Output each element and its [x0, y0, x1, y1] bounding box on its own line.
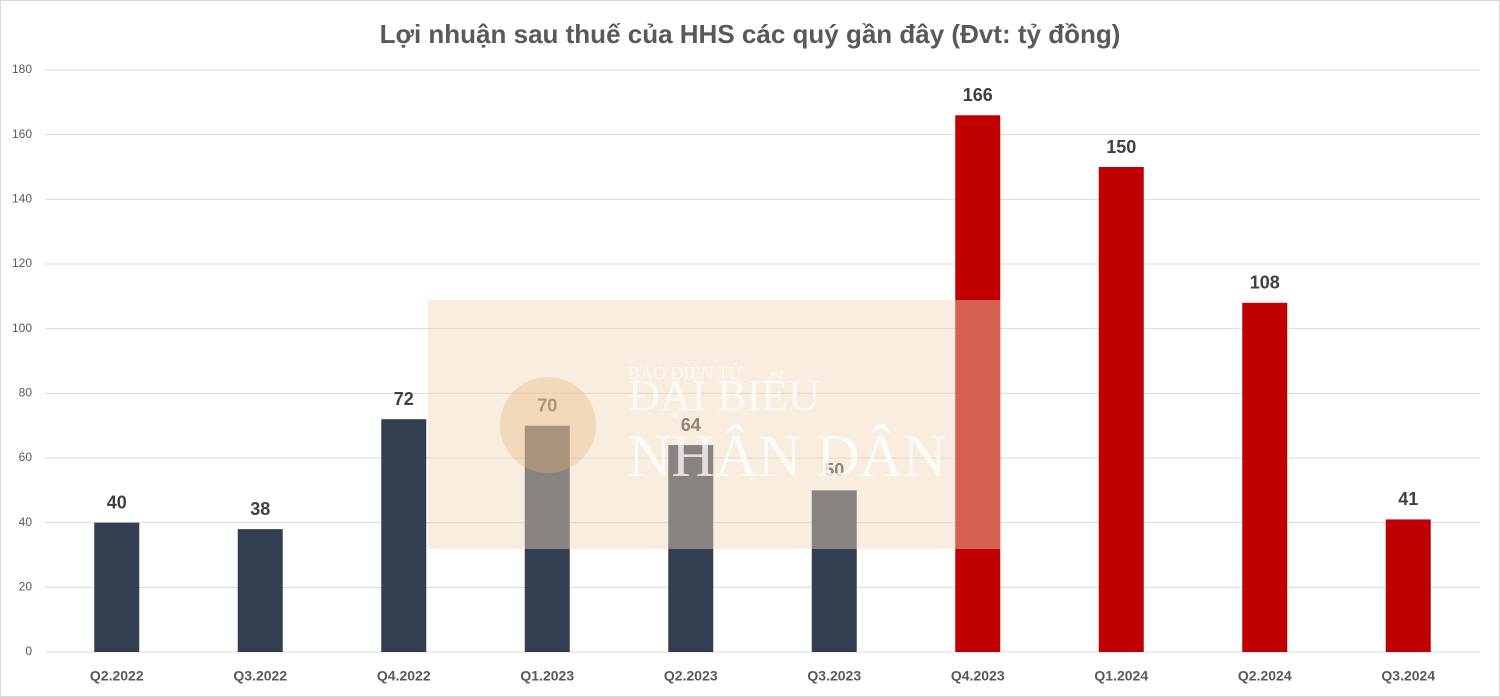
value-label: 166 [963, 85, 993, 105]
bar [1242, 302, 1288, 652]
x-tick-label: Q3.2024 [1381, 668, 1435, 684]
y-tick-label: 0 [25, 644, 32, 658]
value-label: 50 [824, 460, 844, 480]
bar [94, 522, 140, 652]
y-tick-label: 120 [12, 256, 32, 270]
bar [381, 419, 427, 652]
value-label: 41 [1398, 489, 1418, 509]
value-label: 72 [394, 389, 414, 409]
watermark-text: ĐẠI BIỂU [628, 370, 820, 420]
y-tick-label: 80 [19, 386, 33, 400]
chart-title: Lợi nhuận sau thuế của HHS các quý gần đ… [380, 19, 1121, 49]
value-label: 64 [681, 415, 701, 435]
value-label: 70 [537, 395, 557, 415]
value-label: 38 [250, 499, 270, 519]
bar [1385, 519, 1431, 652]
y-tick-label: 100 [12, 321, 32, 335]
value-label: 150 [1106, 137, 1136, 157]
value-label: 40 [107, 492, 127, 512]
bar [668, 445, 714, 652]
x-tick-label: Q3.2023 [807, 668, 861, 684]
watermark-text: BÁO ĐIỆN TỬ [628, 362, 743, 383]
x-tick-label: Q2.2023 [664, 668, 718, 684]
bar [811, 490, 857, 652]
y-tick-label: 60 [19, 450, 33, 464]
watermark-text: NHÂN DÂN [628, 423, 946, 489]
x-tick-label: Q4.2022 [377, 668, 431, 684]
y-tick-label: 160 [12, 127, 32, 141]
watermark-box [428, 300, 1002, 549]
x-tick-label: Q2.2022 [90, 668, 144, 684]
x-tick-label: Q2.2024 [1238, 668, 1292, 684]
x-tick-label: Q4.2023 [951, 668, 1005, 684]
y-tick-label: 20 [19, 580, 33, 594]
y-tick-label: 180 [12, 62, 32, 76]
x-tick-label: Q1.2023 [520, 668, 574, 684]
bar [524, 425, 570, 652]
x-tick-label: Q3.2022 [233, 668, 287, 684]
bar [237, 529, 283, 652]
value-label: 108 [1250, 273, 1280, 293]
x-tick-label: Q1.2024 [1094, 668, 1148, 684]
watermark-emblem [500, 377, 596, 473]
y-tick-label: 140 [12, 192, 32, 206]
bar [955, 115, 1001, 653]
y-tick-label: 40 [19, 515, 33, 529]
bar [1098, 167, 1144, 652]
